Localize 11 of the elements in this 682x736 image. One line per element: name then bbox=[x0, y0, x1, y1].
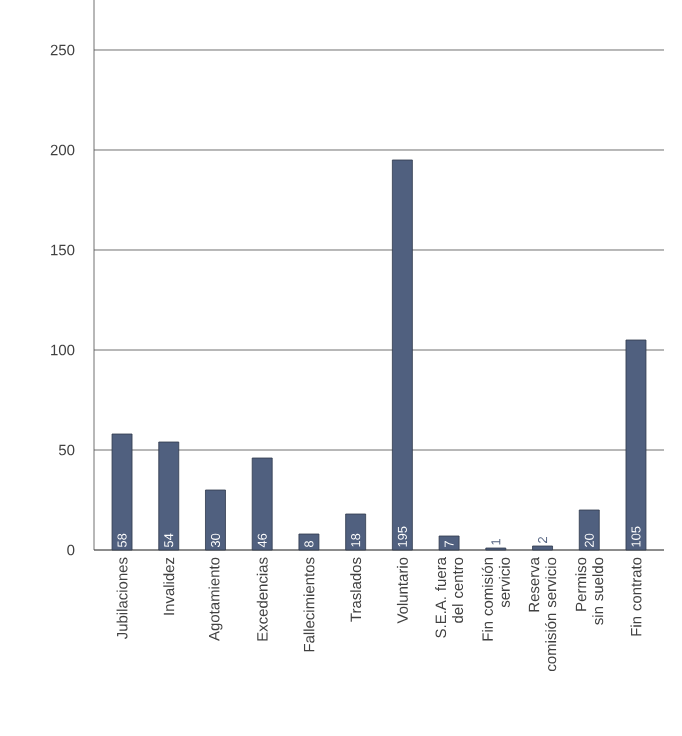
bar bbox=[391, 159, 413, 551]
bar bbox=[158, 441, 180, 551]
bar bbox=[532, 545, 553, 551]
bar bbox=[625, 339, 647, 551]
bar bbox=[298, 533, 320, 551]
bar bbox=[111, 433, 133, 551]
bar bbox=[205, 489, 226, 551]
bar bbox=[345, 513, 367, 551]
bar bbox=[578, 509, 600, 551]
bar bbox=[438, 535, 460, 551]
bar bbox=[251, 457, 273, 551]
